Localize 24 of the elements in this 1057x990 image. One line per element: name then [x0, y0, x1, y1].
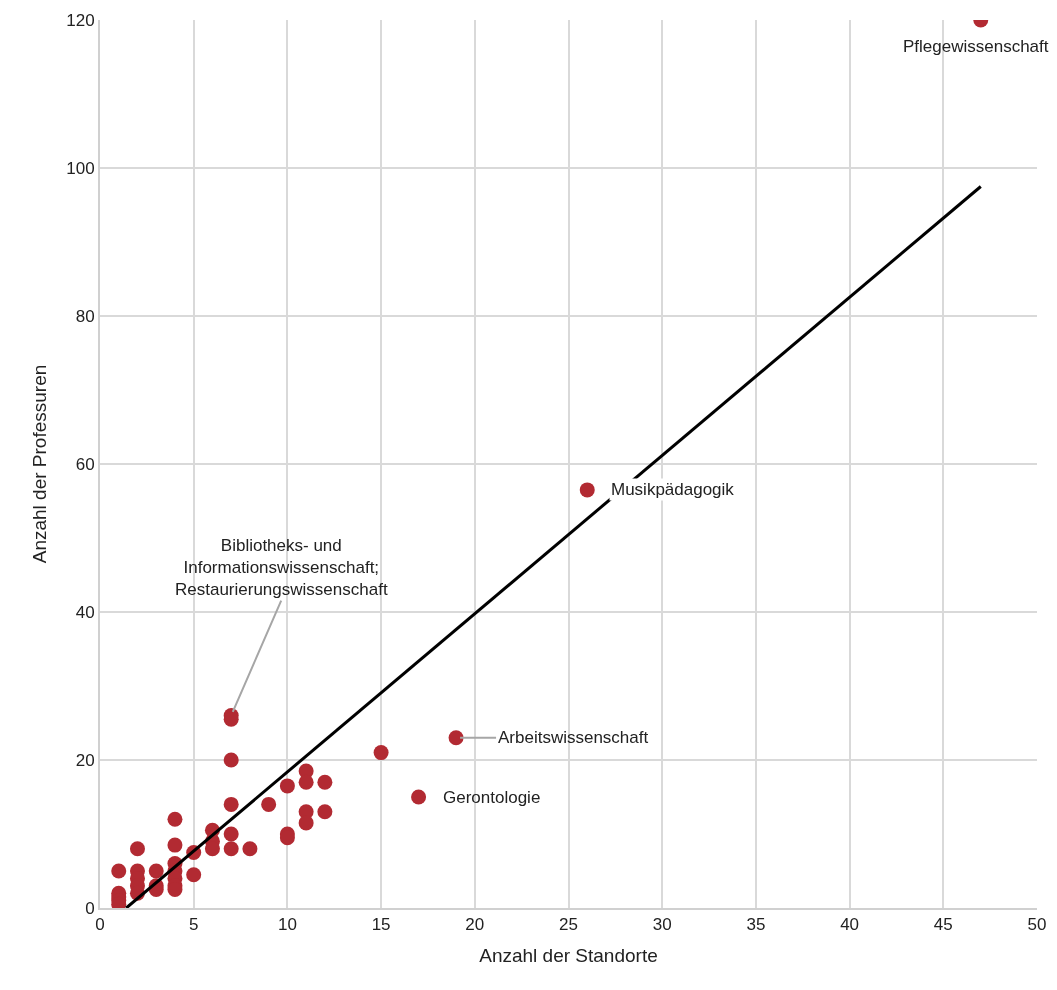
- y-tick-label: 120: [66, 10, 95, 30]
- x-tick-label: 25: [559, 915, 578, 935]
- y-axis-title: Anzahl der Professuren: [28, 364, 50, 564]
- annotation: Musikpädagogik: [611, 480, 735, 499]
- y-tick-label: 20: [75, 750, 95, 770]
- x-tick-label: 30: [652, 915, 672, 935]
- y-tick-label: 80: [75, 306, 95, 326]
- y-tick-label: 0: [85, 898, 95, 918]
- annotation: Pflegewissenschaft: [903, 37, 1049, 56]
- annotation: Arbeitswissenschaft: [498, 728, 649, 747]
- x-tick-label: 5: [188, 915, 199, 935]
- y-tick-label: 100: [66, 158, 95, 178]
- x-axis-title: Anzahl der Standorte: [479, 944, 658, 966]
- x-tick-label: 40: [840, 915, 860, 935]
- y-tick-label: 40: [75, 602, 95, 622]
- x-tick-label: 35: [746, 915, 766, 935]
- annotation: Bibliotheks- und Informationswissenschaft; Restaurierungswissenschaft: [175, 536, 388, 600]
- x-tick-label: 15: [371, 915, 391, 935]
- x-tick-label: 45: [933, 915, 953, 935]
- annotation: Gerontologie: [443, 788, 541, 807]
- x-tick-label: 20: [465, 915, 485, 935]
- y-tick-label: 60: [75, 454, 95, 474]
- x-tick-label: 50: [1027, 915, 1047, 935]
- x-tick-label: 10: [277, 915, 297, 935]
